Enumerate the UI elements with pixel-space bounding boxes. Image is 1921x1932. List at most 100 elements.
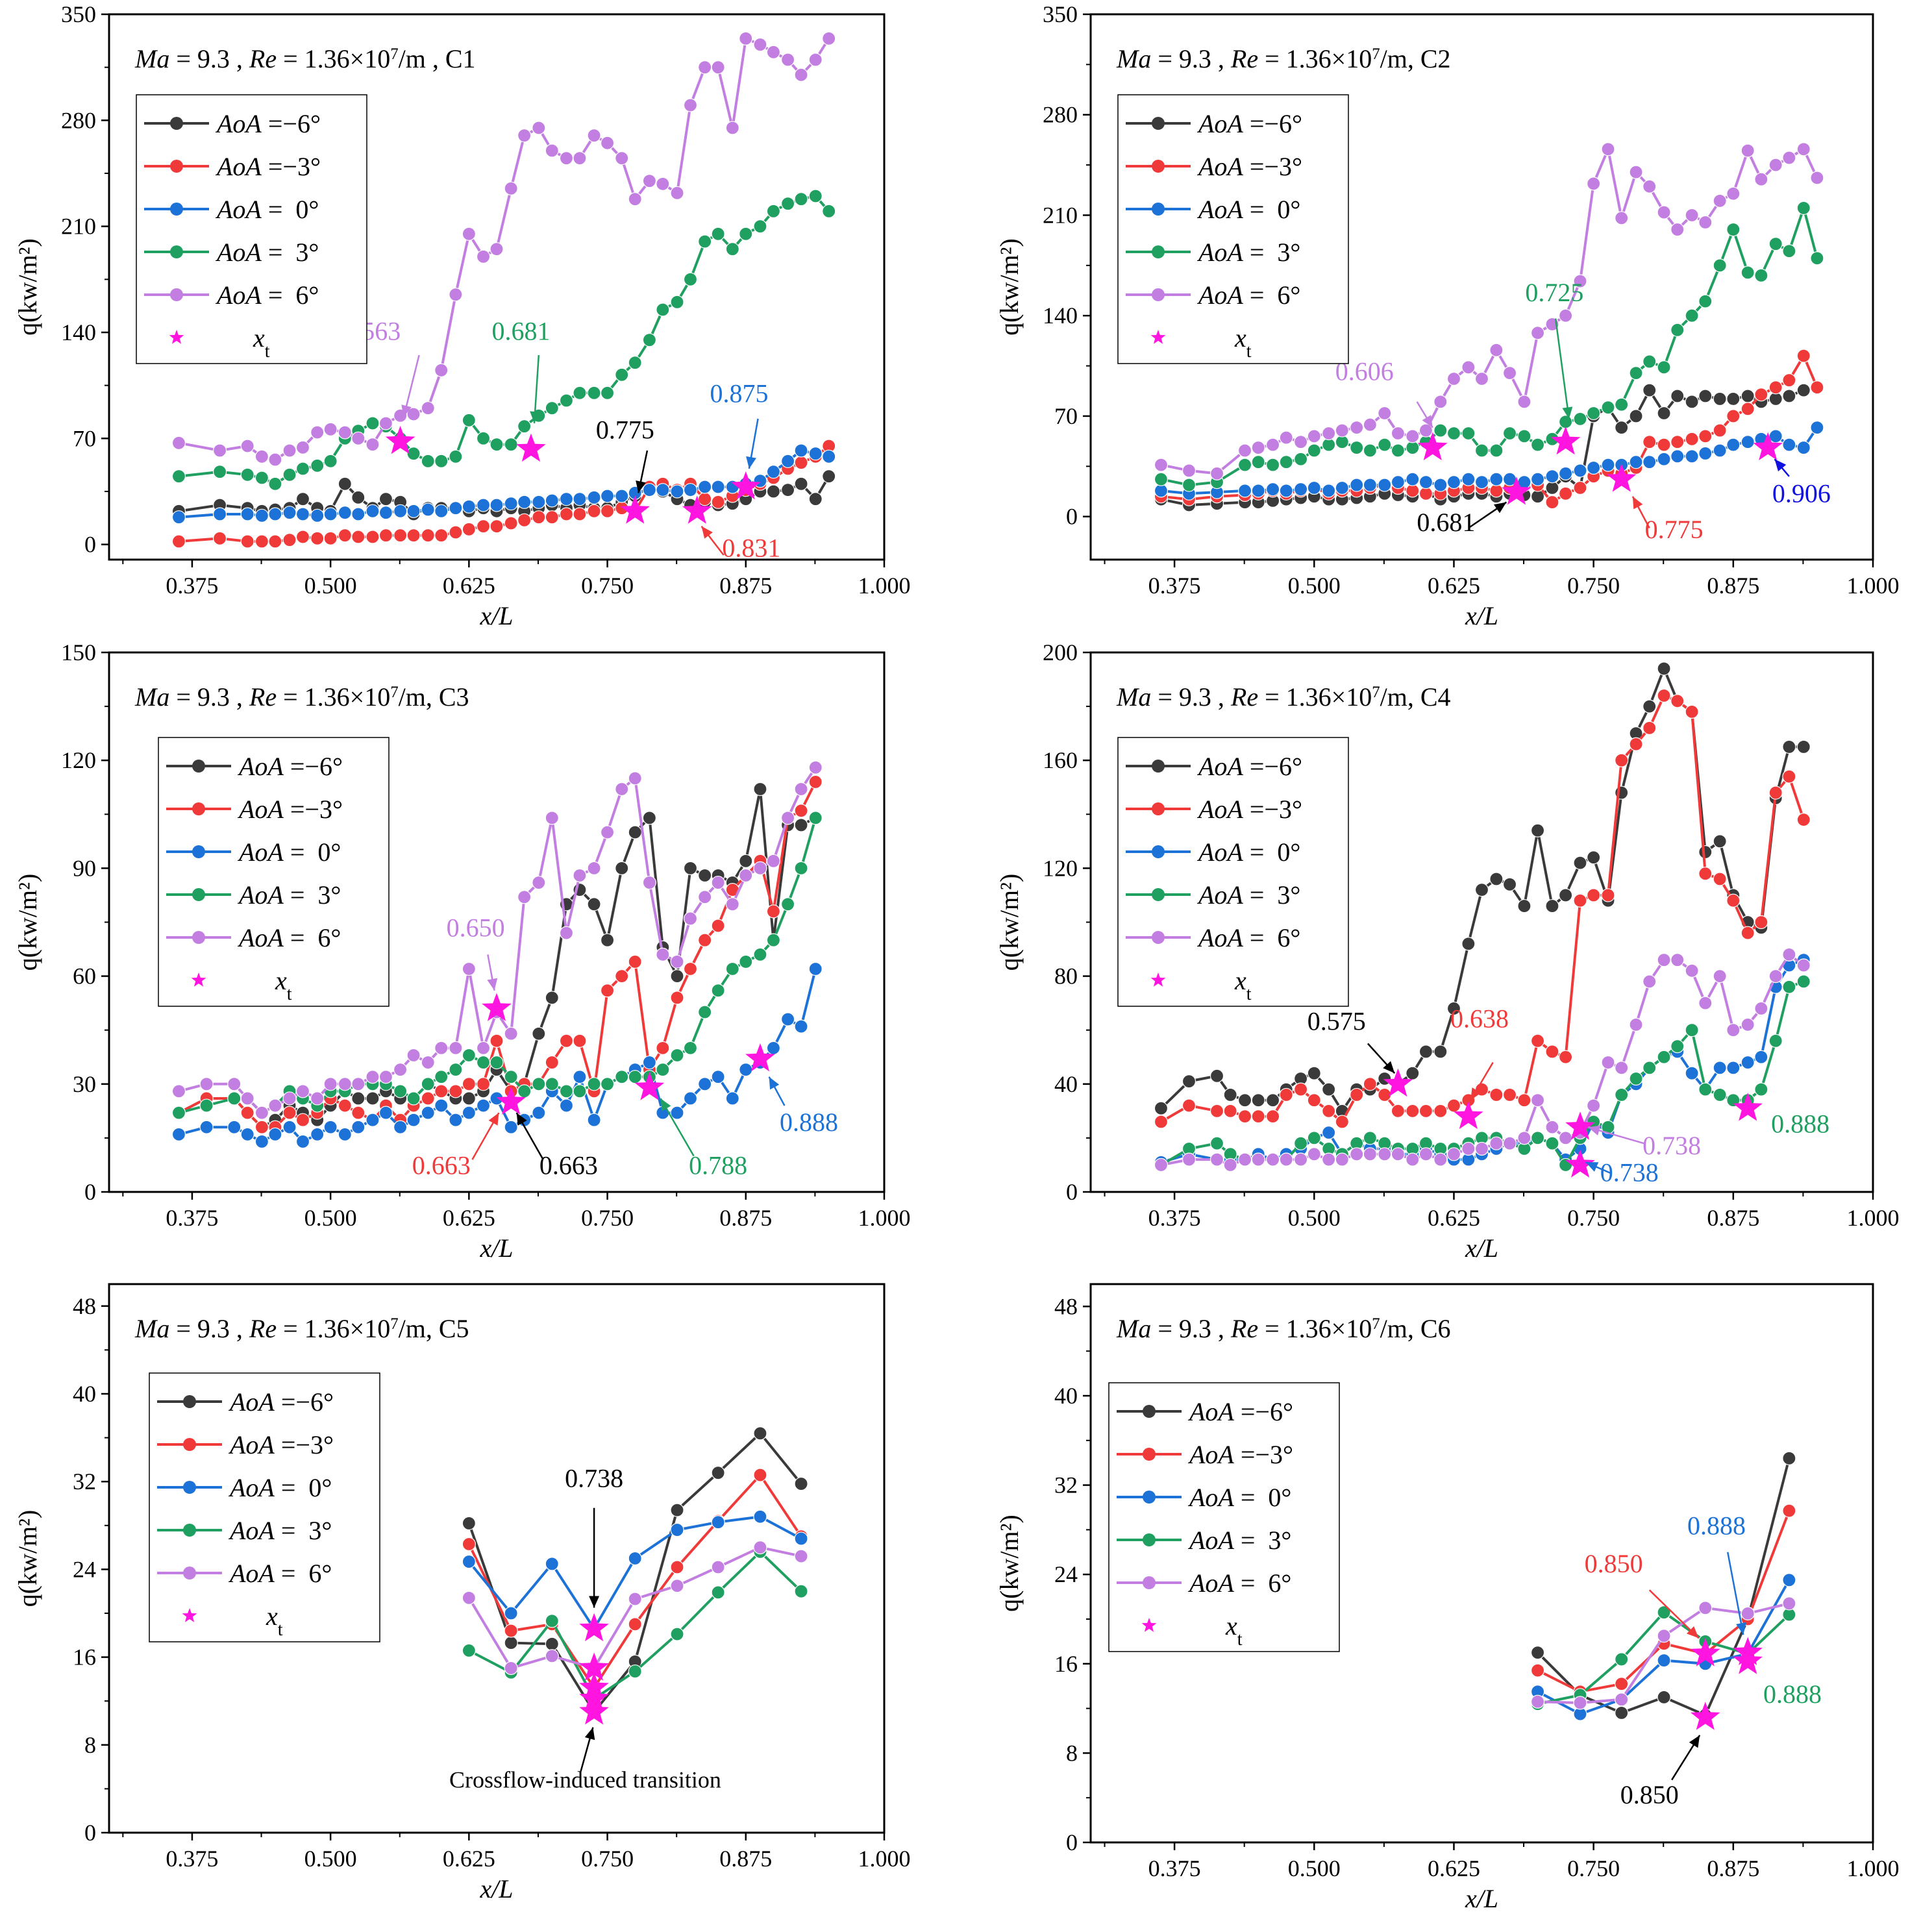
data-point <box>1670 435 1685 449</box>
legend-label: AoA =−3° <box>1196 152 1302 181</box>
legend-label: AoA = 0° <box>228 1473 332 1502</box>
data-point <box>462 1643 476 1658</box>
data-point <box>1713 443 1727 458</box>
series-line-p0 <box>467 1515 802 1631</box>
data-point <box>1642 354 1657 369</box>
data-point <box>1573 893 1587 908</box>
data-point <box>1446 1001 1461 1016</box>
data-point <box>753 1541 767 1555</box>
data-point <box>1713 193 1727 208</box>
data-point <box>1406 484 1420 498</box>
data-point <box>295 492 310 506</box>
y-tick-label: 150 <box>61 639 96 665</box>
data-point <box>559 926 574 940</box>
transition-star <box>745 1043 775 1072</box>
data-point <box>449 1084 463 1098</box>
data-point <box>1657 688 1671 703</box>
data-point <box>1796 383 1811 397</box>
legend-marker <box>192 931 205 944</box>
data-point <box>1461 937 1476 951</box>
data-point <box>1545 495 1559 510</box>
data-point <box>504 516 518 530</box>
data-point <box>323 422 338 436</box>
arrow-head <box>1585 1162 1599 1172</box>
data-point <box>406 528 421 543</box>
y-axis-label: q(kw/m²) <box>995 1515 1024 1612</box>
data-point <box>1502 877 1517 891</box>
data-point <box>1350 440 1364 455</box>
legend-box <box>149 1372 380 1642</box>
data-point <box>476 519 491 534</box>
data-point <box>1474 1141 1489 1156</box>
transition-star <box>579 1696 609 1725</box>
data-point <box>1670 389 1685 403</box>
data-point <box>1391 1147 1405 1161</box>
x-tick-label: 0.375 <box>1148 1205 1201 1231</box>
data-point <box>753 1426 767 1441</box>
data-point <box>1615 1087 1629 1102</box>
data-point <box>1223 1158 1237 1172</box>
plot-frame <box>108 13 886 561</box>
data-point <box>642 333 656 347</box>
data-point <box>504 497 518 511</box>
data-point <box>1782 373 1796 388</box>
data-point <box>1251 1093 1265 1108</box>
y-tick-label: 60 <box>73 963 96 989</box>
legend-marker <box>1143 1448 1156 1461</box>
data-point <box>1530 1093 1545 1108</box>
y-axis-label: q(kw/m²) <box>995 238 1024 336</box>
arrow-head <box>1588 1125 1601 1135</box>
data-point <box>1517 898 1531 913</box>
data-point <box>378 1106 393 1120</box>
chart-panel-c6: 0.375 0.500 0.625 0.750 0.875 1.000 0 8 16 24 32 40… <box>995 1283 1900 1913</box>
data-point <box>1545 1045 1559 1059</box>
transition-star <box>682 495 712 524</box>
data-point <box>1322 1082 1336 1096</box>
data-point <box>1391 475 1405 489</box>
data-point <box>1754 1050 1768 1064</box>
y-tick-label: 210 <box>1043 202 1078 228</box>
data-point <box>212 443 227 458</box>
transition-star <box>1383 1068 1413 1097</box>
data-point <box>295 1113 310 1127</box>
legend-box <box>1108 1382 1340 1652</box>
data-point <box>656 177 670 191</box>
data-point <box>587 490 601 504</box>
y-tick-label: 24 <box>73 1556 96 1582</box>
data-point <box>504 1624 518 1638</box>
data-point <box>1433 1152 1448 1167</box>
data-point <box>711 984 725 998</box>
data-point <box>1502 426 1517 441</box>
data-point <box>600 1077 615 1091</box>
x-tick-label: 0.500 <box>304 573 357 599</box>
data-point <box>462 1591 476 1605</box>
data-point <box>406 407 421 421</box>
data-point <box>171 1106 186 1120</box>
legend-marker <box>1152 888 1165 901</box>
data-point <box>1265 1093 1280 1108</box>
data-point <box>1698 867 1713 881</box>
data-point <box>545 1557 559 1571</box>
data-point <box>1642 699 1657 713</box>
data-point <box>366 1113 380 1127</box>
data-point <box>698 60 712 75</box>
data-point <box>1698 1601 1713 1615</box>
data-point <box>171 534 186 549</box>
data-point <box>434 1070 449 1084</box>
data-point <box>378 492 393 506</box>
data-point <box>766 204 781 218</box>
data-point <box>1530 326 1545 340</box>
data-point <box>1419 486 1433 501</box>
data-point <box>1433 478 1448 492</box>
data-point <box>1265 438 1280 452</box>
y-tick-label: 0 <box>84 1820 96 1846</box>
data-point <box>1461 472 1476 486</box>
data-point <box>240 507 254 521</box>
data-point <box>1573 464 1587 478</box>
data-point <box>310 1091 325 1106</box>
y-tick-label: 120 <box>1043 855 1078 881</box>
data-point <box>171 1084 186 1098</box>
data-point <box>1307 443 1321 458</box>
data-point <box>1307 1093 1321 1108</box>
y-tick-label: 350 <box>61 1 96 27</box>
